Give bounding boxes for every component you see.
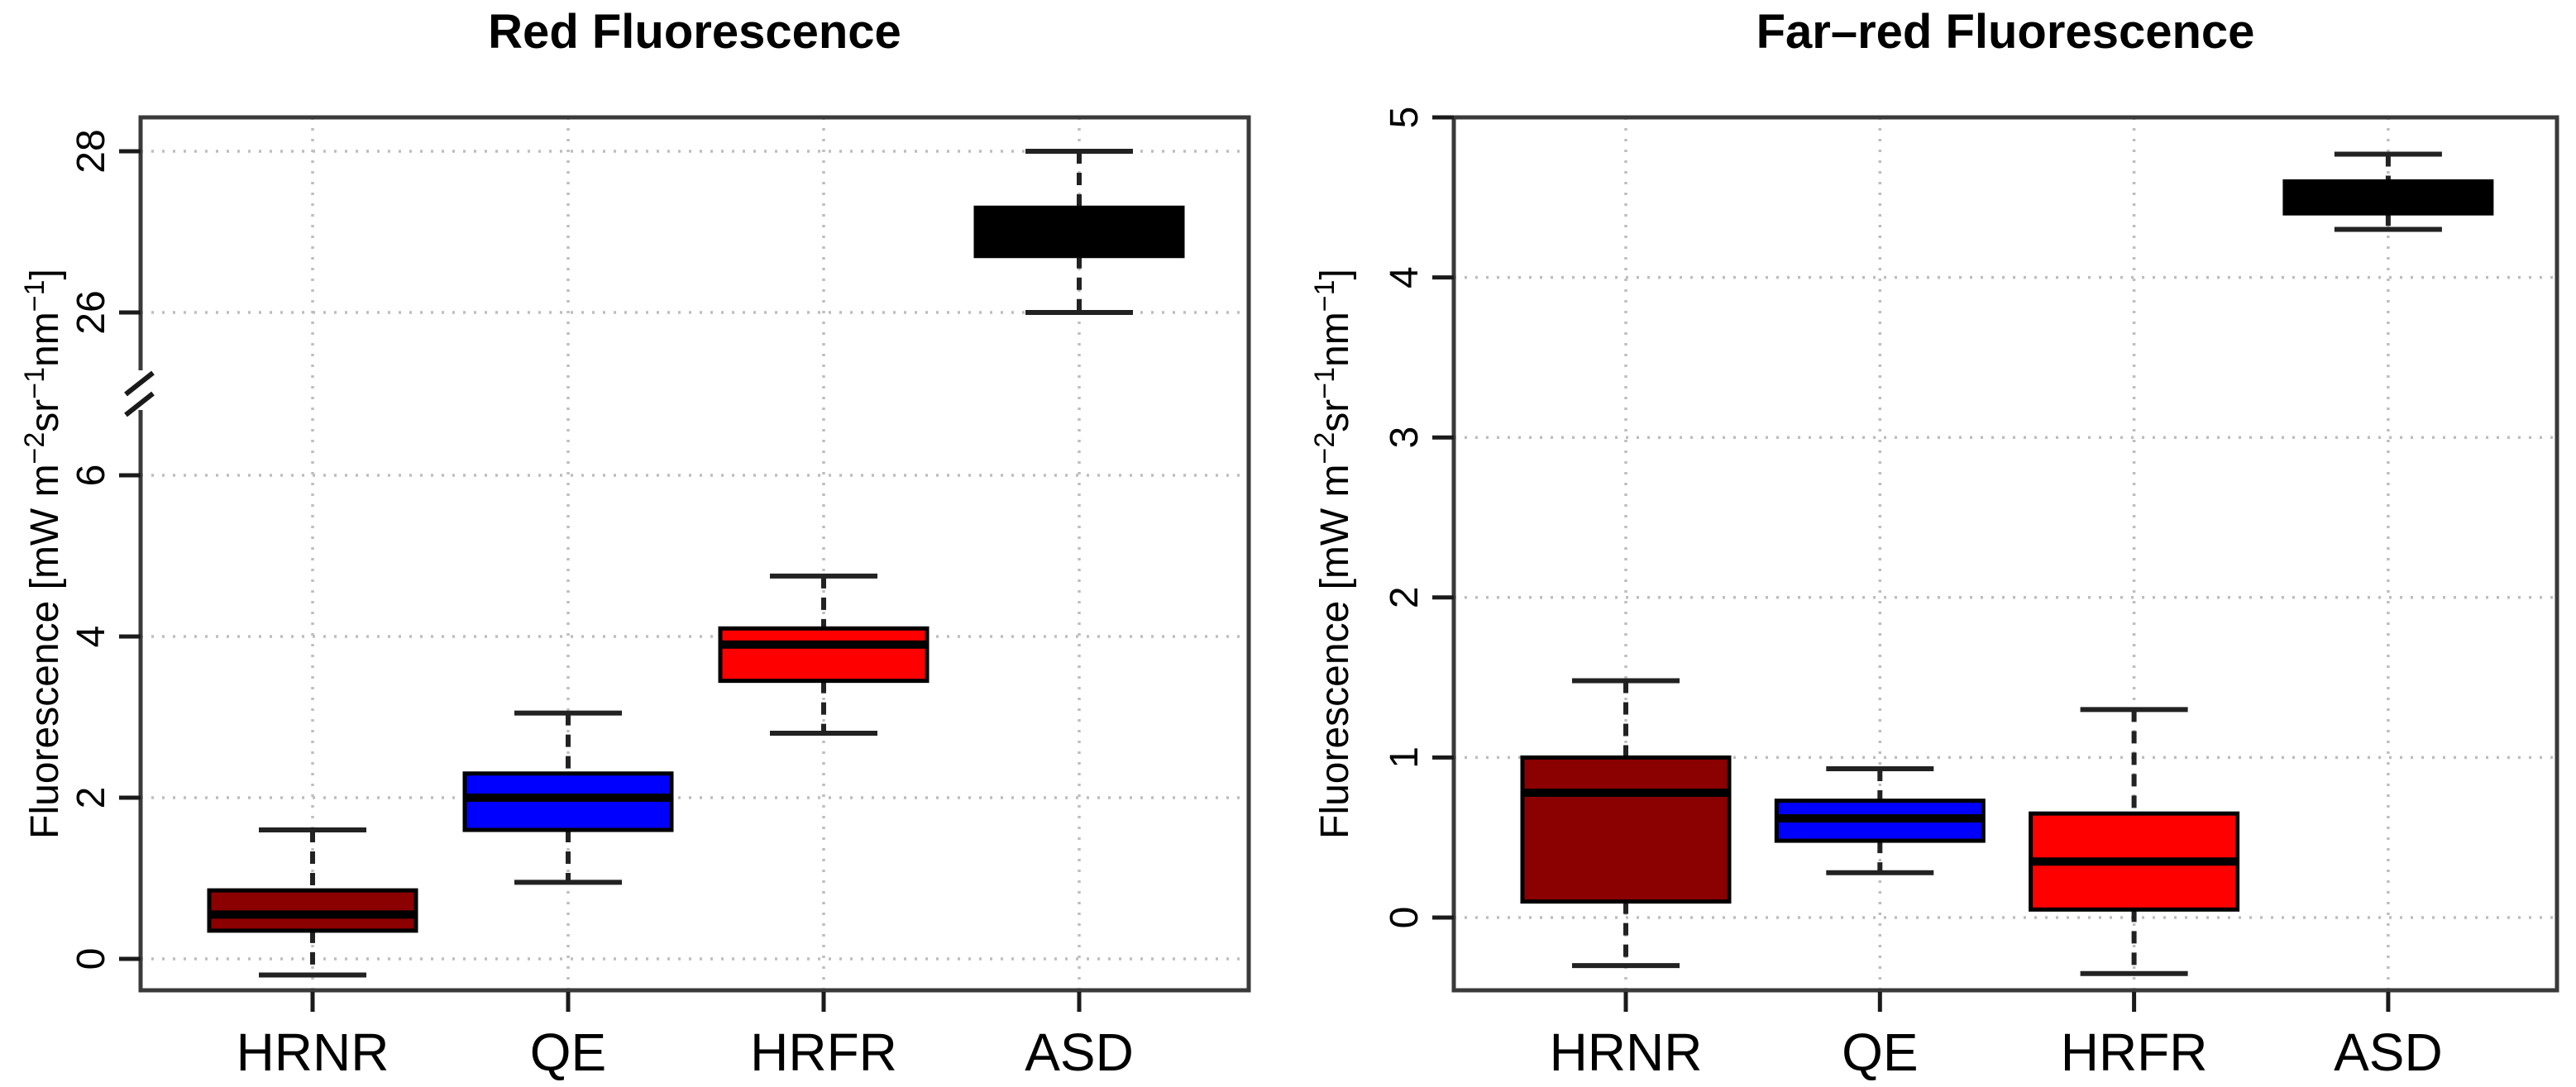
y-tick-label: 0 (1383, 907, 1427, 929)
ylabel-superscript: −2 (1309, 432, 1341, 465)
category-label-hrnr: HRNR (1550, 1023, 1703, 1082)
plot-area-far-red: 0 1 2 3 4 5 HRNR QE HRFR ASD (1383, 107, 2559, 1082)
chart-title-red: Red Fluorescence (488, 5, 901, 59)
ylabel-text: ] (1313, 269, 1357, 279)
y-tick-label: 4 (1383, 266, 1427, 288)
plot-area-red: 0 2 4 6 26 28 HRNR QE HRFR ASD (69, 115, 1251, 1082)
ylabel-superscript: −1 (19, 367, 50, 399)
ylabel-text: nm (1313, 312, 1357, 367)
y-tick-label: 26 (69, 290, 113, 334)
y-tick-label: 4 (69, 626, 113, 648)
box-hrnr (1520, 755, 1732, 904)
y-tick-label: 28 (69, 129, 113, 173)
ylabel-text: nm (23, 312, 67, 367)
y-tick-label: 5 (1383, 107, 1427, 129)
plot-frame (138, 115, 1251, 993)
y-tick-label: 3 (1383, 427, 1427, 449)
category-label-hrfr: HRFR (2061, 1023, 2208, 1082)
category-label-asd: ASD (1025, 1023, 1134, 1082)
category-label-qe: QE (1842, 1023, 1918, 1082)
y-axis-label: Fluorescence [mW m−2sr−1nm−1] (1309, 269, 1357, 839)
panel-red-fluorescence: 0 2 4 6 26 28 HRNR QE HRFR ASD Red Fluorescence F… (19, 5, 1251, 1082)
y-axis-label: Fluorescence [mW m−2sr−1nm−1] (19, 269, 67, 839)
panel-far-red-fluorescence: 0 1 2 3 4 5 HRNR QE HRFR ASD Far–red Fluorescence… (1309, 5, 2559, 1082)
ylabel-superscript: −1 (1309, 279, 1341, 312)
ylabel-superscript: −1 (19, 279, 50, 312)
axis-break-slash (124, 391, 155, 417)
chart-title-far-red: Far–red Fluorescence (1756, 5, 2255, 59)
category-label-asd: ASD (2334, 1023, 2443, 1082)
ylabel-text: Fluorescence [mW m (1313, 464, 1357, 838)
category-label-hrnr: HRNR (237, 1023, 390, 1082)
y-tick-label: 0 (69, 948, 113, 970)
box-hrfr (718, 626, 930, 684)
plot-frame (1451, 115, 2559, 993)
ylabel-text: ] (23, 269, 67, 279)
category-label-hrfr: HRFR (750, 1023, 897, 1082)
y-tick-label: 2 (1383, 586, 1427, 608)
y-tick-label: 6 (69, 465, 113, 487)
ylabel-text: sr (23, 399, 67, 432)
ylabel-superscript: −2 (19, 432, 50, 465)
axis-break-slash (124, 370, 155, 397)
y-tick-label: 2 (69, 787, 113, 809)
ylabel-text: Fluorescence [mW m (23, 464, 67, 838)
ylabel-text: sr (1313, 399, 1357, 432)
category-label-qe: QE (530, 1023, 606, 1082)
axis-break-gap (137, 370, 144, 410)
ylabel-superscript: −1 (1309, 367, 1341, 399)
y-tick-label: 1 (1383, 746, 1427, 769)
